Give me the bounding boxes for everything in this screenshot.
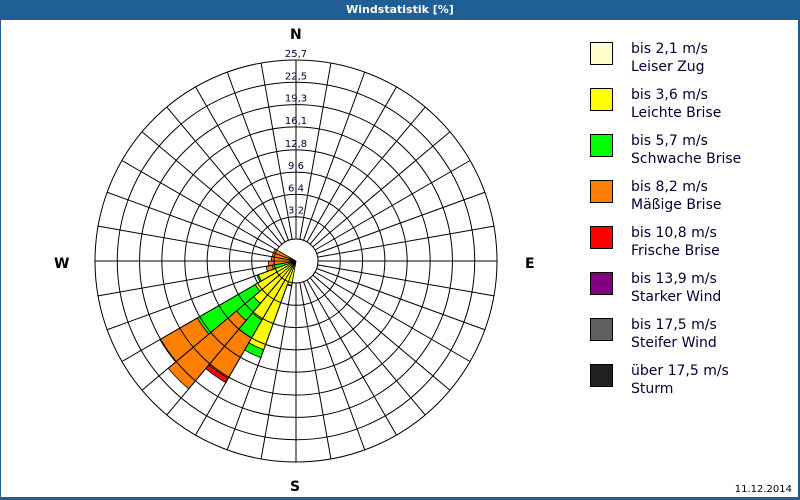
grid-spoke <box>299 62 332 240</box>
legend-swatch-icon <box>590 226 613 249</box>
grid-spoke <box>306 86 397 243</box>
grid-spoke <box>309 106 426 245</box>
grid-spoke <box>306 279 397 436</box>
grid-spoke <box>195 86 286 243</box>
grid-spoke <box>314 271 471 362</box>
radial-tick-label: 16,1 <box>285 116 307 127</box>
legend-swatch-icon <box>590 364 613 387</box>
grid-spoke <box>316 268 486 331</box>
legend-swatch-icon <box>590 134 613 157</box>
legend-swatch-icon <box>590 180 613 203</box>
grid-spoke <box>226 71 289 241</box>
legend-label: über 17,5 m/s Sturm <box>631 363 729 397</box>
radial-tick-label: 3,2 <box>288 206 304 217</box>
radial-tick-label: 25,7 <box>285 49 307 60</box>
legend-label: bis 8,2 m/s Mäßige Brise <box>631 179 722 213</box>
wind-rose-wedges <box>159 248 297 390</box>
window-title: Windstatistik [%] <box>0 0 800 20</box>
grid-spoke <box>106 268 276 331</box>
grid-spoke <box>303 71 366 241</box>
radial-tick-label: 22,5 <box>285 71 307 82</box>
grid-spoke <box>97 264 275 297</box>
legend-swatch-icon <box>590 318 613 341</box>
grid-spoke <box>141 274 280 391</box>
grid-spoke <box>317 225 495 258</box>
legend-label: bis 2,1 m/s Leiser Zug <box>631 41 708 75</box>
grid-spoke <box>260 62 293 240</box>
grid-spoke <box>121 160 278 251</box>
compass-north-label: N <box>290 27 302 43</box>
radial-tick-label: 12,8 <box>285 139 307 150</box>
radial-tick-label: 19,3 <box>285 94 307 105</box>
compass-east-label: E <box>525 256 535 272</box>
grid-spoke <box>314 160 471 251</box>
radial-tick-label: 6,4 <box>288 183 304 194</box>
grid-spoke <box>312 131 451 248</box>
compass-west-label: W <box>54 256 70 272</box>
chart-frame <box>0 20 800 500</box>
grid-spoke <box>166 106 283 245</box>
grid-spoke <box>166 277 283 416</box>
grid-spoke <box>97 225 275 258</box>
grid-spoke <box>121 271 278 362</box>
legend-swatch-icon <box>590 42 613 65</box>
legend-label: bis 5,7 m/s Schwache Brise <box>631 133 742 167</box>
grid-spoke <box>106 191 276 254</box>
grid-spoke <box>195 279 286 436</box>
legend-label: bis 3,6 m/s Leichte Brise <box>631 87 722 121</box>
grid-spoke <box>299 282 332 460</box>
grid-spoke <box>141 131 280 248</box>
compass-south-label: S <box>290 479 301 495</box>
grid-spoke <box>317 264 495 297</box>
polar-grid <box>94 59 498 463</box>
legend-label: bis 10,8 m/s Frische Brise <box>631 225 720 259</box>
legend-swatch-icon <box>590 272 613 295</box>
legend-swatch-icon <box>590 88 613 111</box>
grid-spoke <box>226 281 289 451</box>
legend-label: bis 13,9 m/s Starker Wind <box>631 271 722 305</box>
grid-spoke <box>316 191 486 254</box>
legend-label: bis 17,5 m/s Steifer Wind <box>631 317 717 351</box>
radial-tick-label: 9,6 <box>288 161 304 172</box>
grid-spoke <box>260 282 293 460</box>
grid-spoke <box>309 277 426 416</box>
date-stamp: 11.12.2014 <box>734 484 792 495</box>
grid-spoke <box>303 281 366 451</box>
radial-tick-labels: 3,2 6,4 9,6 12,8 16,1 19,3 22,5 25,7 <box>285 49 307 217</box>
grid-spoke <box>312 274 451 391</box>
